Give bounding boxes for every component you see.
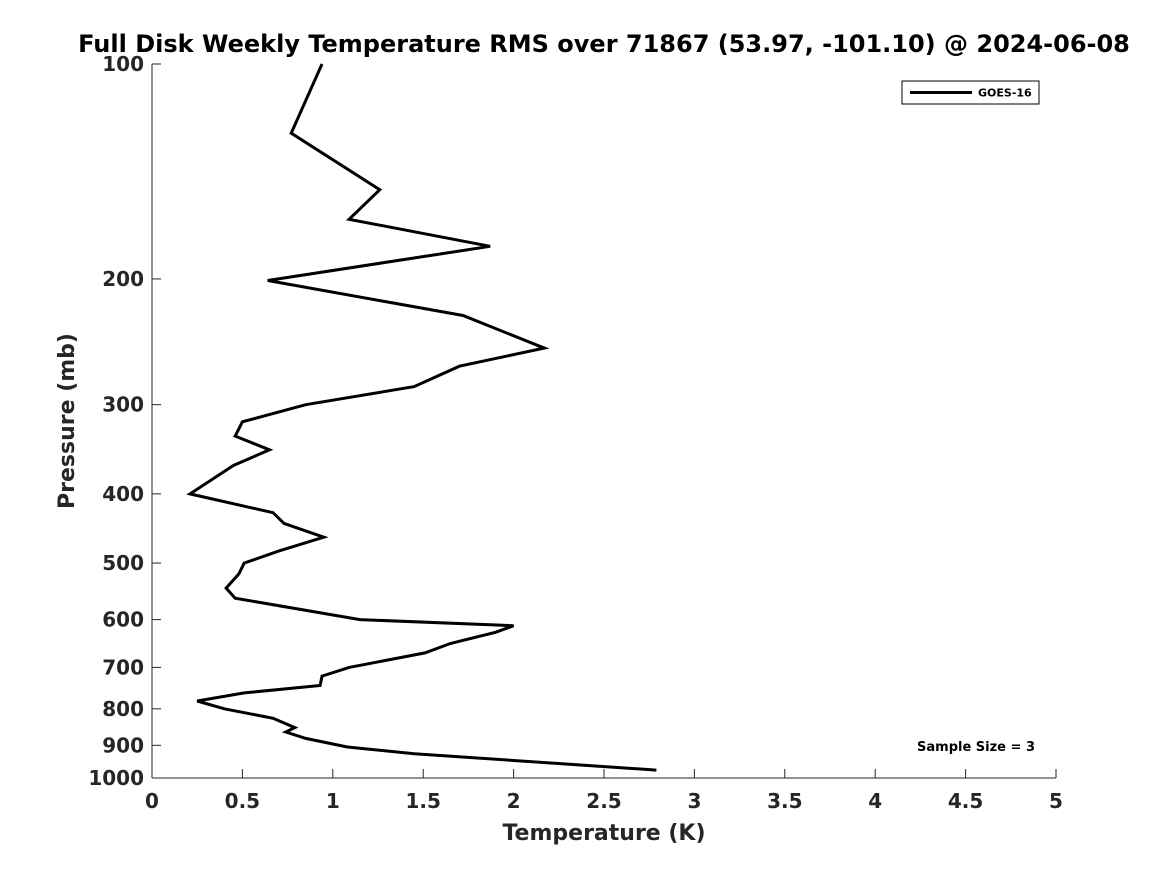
x-tick-label: 1 (326, 789, 340, 813)
y-tick-label: 900 (102, 733, 144, 757)
y-axis-title: Pressure (mb) (55, 333, 80, 509)
y-tick-label: 500 (102, 551, 144, 575)
x-tick-label: 2.5 (586, 789, 621, 813)
x-axis-title: Temperature (K) (502, 821, 705, 846)
legend: GOES-16 (901, 80, 1040, 105)
x-tick-label: 0.5 (225, 789, 260, 813)
x-tick-label: 2 (507, 789, 521, 813)
x-tick-label: 4 (868, 789, 882, 813)
y-tick-label: 200 (102, 267, 144, 291)
y-tick-label: 800 (102, 697, 144, 721)
y-tick-label: 300 (102, 393, 144, 417)
x-tick-label: 5 (1049, 789, 1063, 813)
series-layer (186, 63, 657, 772)
chart-title: Full Disk Weekly Temperature RMS over 71… (78, 30, 1130, 58)
y-ticks: 100 200 300 400 500 600 700 800 900 1000 (88, 52, 161, 790)
y-tick-label: 400 (102, 482, 144, 506)
y-tick-label: 700 (102, 655, 144, 679)
y-tick-label: 1000 (88, 766, 144, 790)
sample-size-annotation: Sample Size = 3 (917, 740, 1035, 755)
x-tick-label: 0 (145, 789, 159, 813)
x-ticks: 0 0.5 1 1.5 2 2.5 3 3.5 4 4.5 5 (145, 769, 1063, 813)
y-tick-label: 100 (102, 52, 144, 76)
legend-label-goes16: GOES-16 (978, 87, 1032, 100)
x-tick-label: 1.5 (405, 789, 440, 813)
y-tick-label: 600 (102, 608, 144, 632)
x-tick-label: 3 (687, 789, 701, 813)
series-line-goes16 (186, 63, 657, 772)
x-tick-label: 4.5 (948, 789, 983, 813)
x-tick-label: 3.5 (767, 789, 802, 813)
